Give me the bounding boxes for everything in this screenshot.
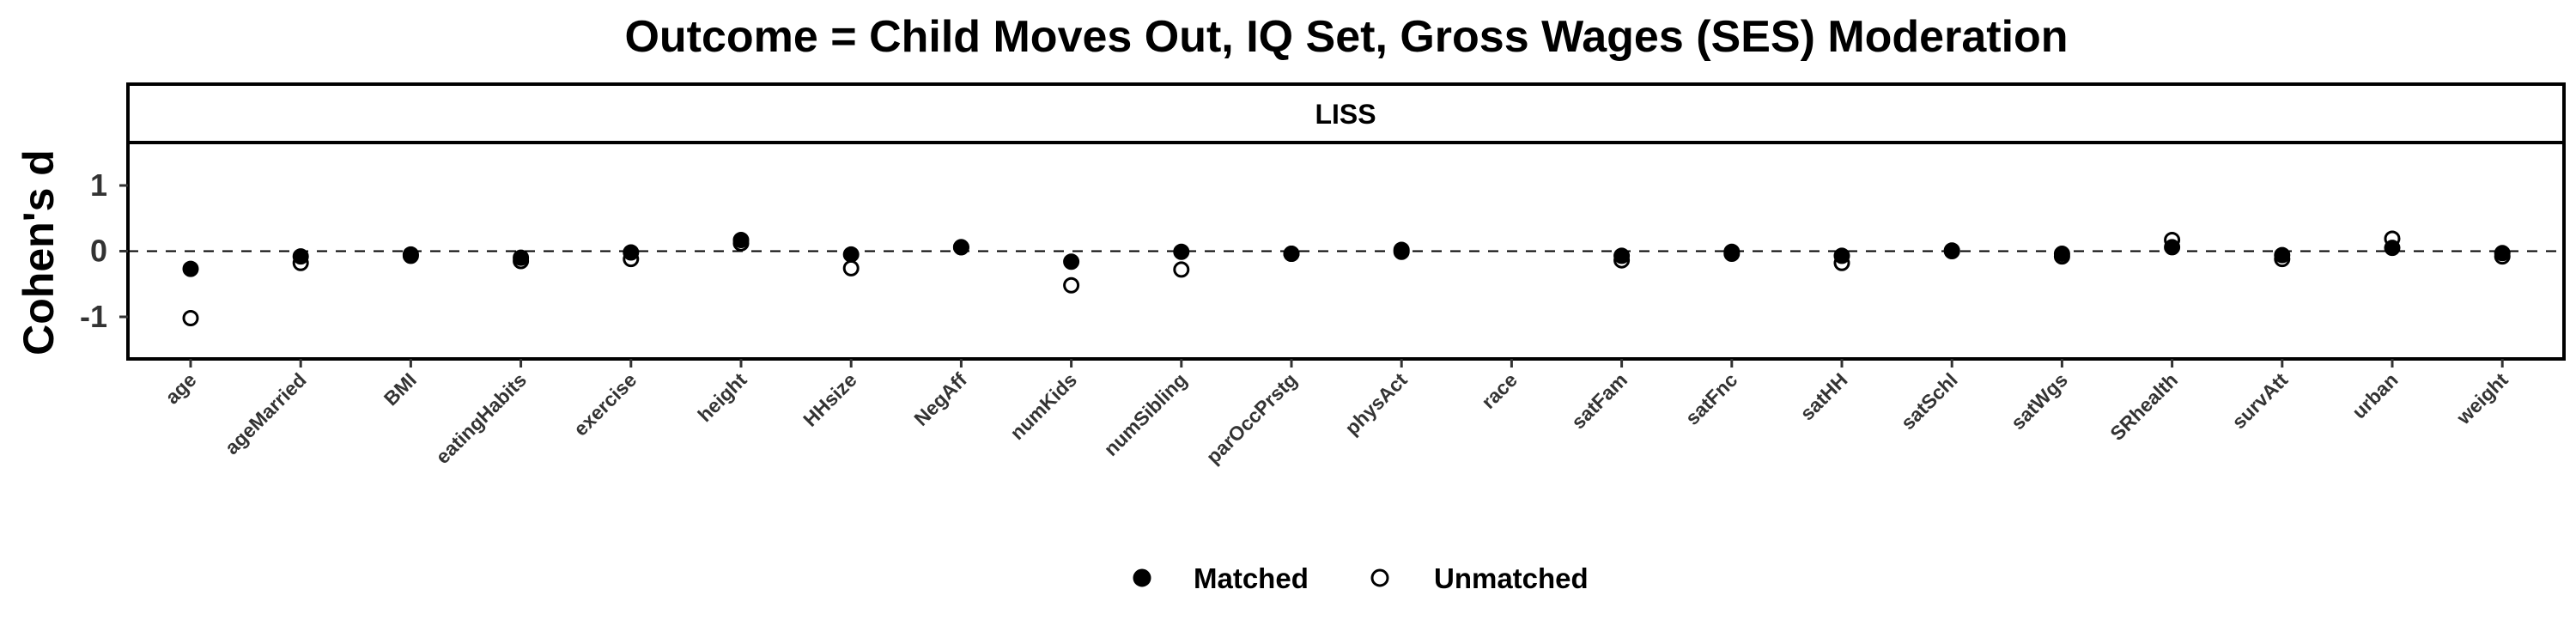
point-matched xyxy=(1613,247,1631,264)
point-unmatched xyxy=(1173,261,1190,278)
x-tick-label: urban xyxy=(2348,368,2403,423)
x-tick-label: weight xyxy=(2451,368,2512,429)
x-tick-label: satFam xyxy=(1567,368,1631,433)
x-tick-label: age xyxy=(161,368,200,408)
point-matched xyxy=(2164,239,2181,256)
point-unmatched xyxy=(842,259,860,276)
x-tick-label: physAct xyxy=(1340,368,1412,440)
x-tick-label: survAtt xyxy=(2227,368,2293,434)
x-tick-label: satHH xyxy=(1795,368,1851,424)
legend-label-matched: Matched xyxy=(1194,562,1309,594)
point-matched xyxy=(182,260,199,277)
legend: Matched Unmatched xyxy=(1133,562,1589,594)
point-matched xyxy=(402,246,419,263)
x-tick-label: race xyxy=(1477,368,1522,413)
x-tick-label: parOccPrstg xyxy=(1202,368,1302,468)
facet-strip xyxy=(126,82,2566,144)
point-matched xyxy=(952,239,969,256)
legend-key-unmatched xyxy=(1370,568,1389,587)
point-matched xyxy=(513,249,530,266)
y-axis-title: Cohen's d xyxy=(15,149,63,355)
x-tick-label: BMI xyxy=(380,368,421,410)
x-tick-label: numKids xyxy=(1005,368,1081,444)
point-matched xyxy=(732,231,750,248)
point-matched xyxy=(1173,243,1190,260)
point-matched xyxy=(2053,246,2070,263)
point-matched xyxy=(842,246,860,263)
point-matched xyxy=(292,248,309,265)
x-tick-label: height xyxy=(693,368,750,426)
point-matched xyxy=(2494,245,2511,262)
x-tick-label: HHsize xyxy=(799,368,861,431)
point-matched xyxy=(623,244,640,261)
point-matched xyxy=(1283,246,1300,263)
x-tick-label: satFnc xyxy=(1681,368,1742,429)
point-matched xyxy=(2384,240,2401,257)
x-tick-label: satWgs xyxy=(2007,368,2072,434)
point-matched xyxy=(1943,243,1960,259)
point-matched xyxy=(1833,247,1850,264)
point-matched xyxy=(1393,243,1410,260)
x-tick-label: satSchl xyxy=(1896,368,1961,434)
point-matched xyxy=(2274,246,2291,264)
x-tick-label: eatingHabits xyxy=(431,368,531,468)
chart-title: Outcome = Child Moves Out, IQ Set, Gross… xyxy=(624,12,2068,62)
x-tick-label: exercise xyxy=(569,368,641,440)
x-tick-label: ageMarried xyxy=(221,368,311,459)
x-tick-label: SRhealth xyxy=(2105,368,2182,445)
point-matched xyxy=(1723,243,1741,260)
point-unmatched xyxy=(182,310,199,327)
point-matched xyxy=(1063,253,1080,270)
facet-strip-label: LISS xyxy=(1315,99,1376,130)
point-unmatched xyxy=(1063,276,1080,294)
x-tick-label: NegAff xyxy=(909,368,971,430)
x-tick-label: numSibling xyxy=(1099,368,1191,460)
legend-label-unmatched: Unmatched xyxy=(1434,562,1589,594)
legend-key-matched xyxy=(1133,568,1151,587)
y-tick-label: 1 xyxy=(90,167,107,203)
y-tick-label: -1 xyxy=(80,299,107,334)
y-tick-label: 0 xyxy=(90,234,107,269)
